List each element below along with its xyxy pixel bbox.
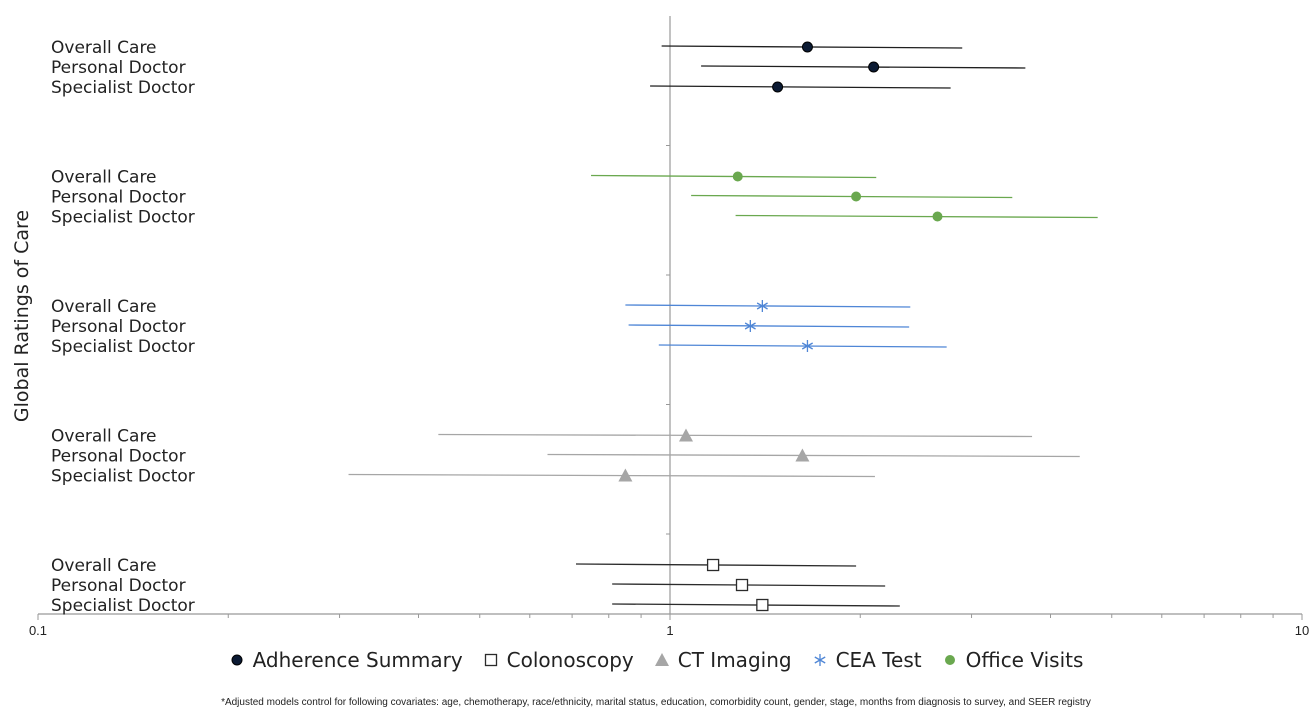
- point-estimate: [795, 448, 810, 462]
- point-estimate: [772, 81, 784, 93]
- point-estimate: [735, 578, 749, 592]
- ci-line: [735, 214, 1098, 219]
- legend-label: Colonoscopy: [506, 648, 634, 672]
- row-label: Personal Doctor: [51, 58, 186, 78]
- legend-marker: [944, 655, 955, 665]
- legend-label: CT Imaging: [677, 648, 792, 672]
- ci-line: [628, 324, 910, 328]
- x-tick-label: 10: [1295, 623, 1309, 638]
- row-label: Specialist Doctor: [51, 596, 195, 616]
- row-label: Specialist Doctor: [51, 337, 195, 357]
- footnote: *Adjusted models control for following c…: [221, 697, 1091, 708]
- point-estimate: [744, 320, 756, 332]
- legend-marker: [814, 654, 826, 666]
- legend-marker: [654, 653, 669, 666]
- legend-marker-shape: [654, 653, 669, 666]
- ci-line: [612, 603, 900, 607]
- legend-marker-shape: [944, 655, 955, 665]
- ci-line: [650, 85, 951, 89]
- point-estimate: [756, 300, 768, 312]
- point-estimate: [756, 598, 769, 612]
- row-label: Specialist Doctor: [51, 208, 195, 228]
- row-label: Specialist Doctor: [51, 467, 195, 487]
- ci-line: [625, 304, 911, 308]
- legend-marker-shape: [814, 654, 826, 666]
- legend-item: CEA Test: [812, 648, 922, 672]
- row-label: Overall Care: [51, 297, 157, 317]
- ci-line: [658, 344, 947, 348]
- point-estimate: [678, 428, 693, 442]
- point-estimate: [801, 340, 813, 352]
- point-estimate: [868, 61, 880, 73]
- ci-line: [547, 453, 1080, 458]
- ci-line: [348, 473, 875, 478]
- row-label: Overall Care: [51, 556, 157, 576]
- legend-item: Office Visits: [942, 648, 1084, 672]
- ci-line: [701, 65, 1026, 69]
- legend-label: CEA Test: [835, 648, 922, 672]
- row-label: Personal Doctor: [51, 447, 186, 467]
- legend: Adherence Summary Colonoscopy CT Imaging CE…: [0, 648, 1312, 672]
- row-label: Personal Doctor: [51, 576, 186, 596]
- legend-marker-shape: [231, 654, 243, 666]
- legend-marker: [484, 653, 497, 667]
- point-estimate: [801, 41, 813, 53]
- legend-item: Adherence Summary: [229, 648, 463, 672]
- forest-plot: 0.1 1 10 Global Ratings of Care Overall Care…: [11, 16, 1309, 638]
- legend-item: Colonoscopy: [483, 648, 634, 672]
- legend-item: CT Imaging: [654, 648, 792, 672]
- legend-marker-shape: [484, 653, 497, 667]
- x-tick-label: 1: [666, 623, 673, 638]
- point-estimate: [706, 558, 720, 572]
- ci-line: [438, 433, 1033, 438]
- point-estimate: [851, 191, 862, 202]
- row-label: Overall Care: [51, 168, 157, 188]
- row-label: Overall Care: [51, 427, 157, 447]
- row-label: Personal Doctor: [51, 317, 186, 337]
- row-label: Personal Doctor: [51, 188, 186, 208]
- point-estimate: [618, 468, 633, 482]
- x-tick-label: 0.1: [29, 623, 47, 638]
- legend-marker: [231, 654, 243, 666]
- point-estimate: [732, 171, 743, 182]
- y-axis-label: Global Ratings of Care: [11, 210, 33, 422]
- row-label: Overall Care: [51, 38, 157, 58]
- legend-label: Adherence Summary: [252, 648, 463, 672]
- row-label: Specialist Doctor: [51, 78, 195, 98]
- legend-label: Office Visits: [965, 648, 1084, 672]
- ci-line: [612, 583, 886, 587]
- point-estimate: [932, 211, 943, 222]
